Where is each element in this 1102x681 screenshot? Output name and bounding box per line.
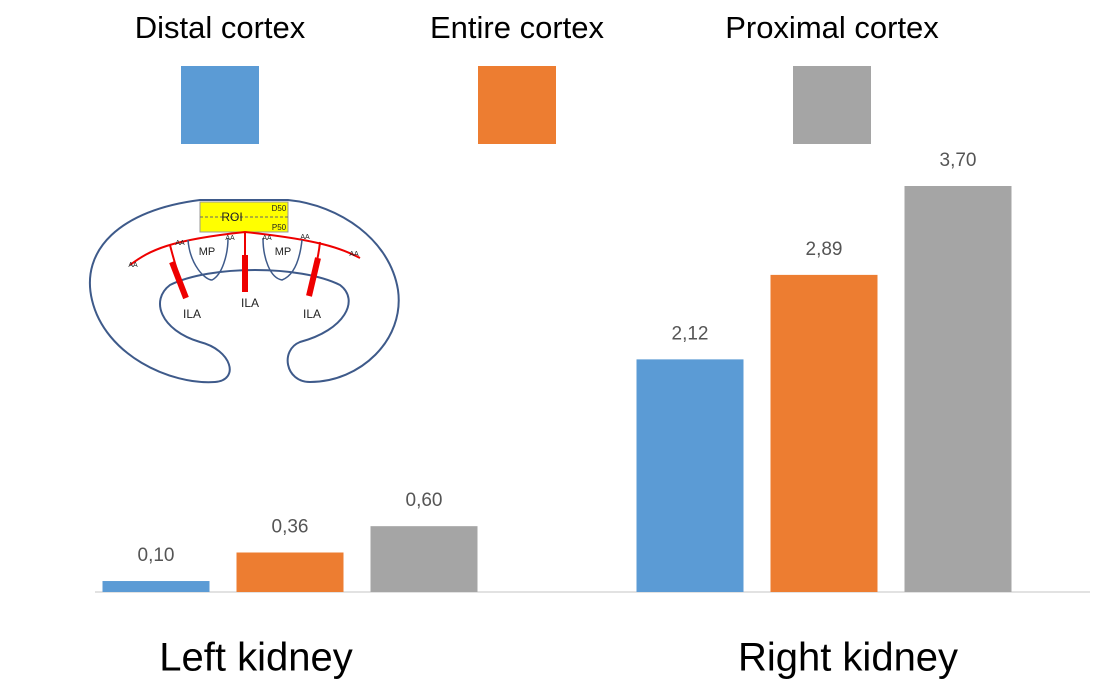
value-label: 3,70 bbox=[940, 150, 977, 171]
legend-swatch bbox=[793, 66, 871, 144]
value-label: 0,36 bbox=[272, 517, 309, 538]
category-label: Left kidney bbox=[159, 636, 352, 680]
value-label: 0,10 bbox=[138, 545, 175, 566]
diagram-label: ROI bbox=[221, 210, 242, 224]
diagram-label: ILA bbox=[183, 307, 201, 321]
legend-swatch bbox=[181, 66, 259, 144]
kidney-diagram: ROI D50 P50 AA AA AA AA AA AA MP MP ILA … bbox=[90, 200, 399, 382]
bar bbox=[771, 275, 878, 592]
diagram-label: MP bbox=[275, 246, 292, 258]
diagram-label: AA bbox=[349, 251, 359, 258]
value-label: 2,12 bbox=[672, 323, 709, 344]
bar bbox=[905, 186, 1012, 592]
diagram-label: P50 bbox=[272, 223, 287, 232]
bar bbox=[637, 359, 744, 592]
legend-swatch bbox=[478, 66, 556, 144]
diagram-label: ILA bbox=[303, 307, 321, 321]
legend-label: Entire cortex bbox=[430, 10, 605, 45]
diagram-label: MP bbox=[199, 246, 216, 258]
diagram-label: ILA bbox=[241, 296, 259, 310]
bar bbox=[371, 526, 478, 592]
bar bbox=[103, 581, 210, 592]
legend-label: Proximal cortex bbox=[725, 10, 939, 45]
diagram-label: AA bbox=[300, 234, 310, 241]
legend-label: Distal cortex bbox=[135, 10, 306, 45]
chart: ROI D50 P50 AA AA AA AA AA AA MP MP ILA … bbox=[0, 0, 1102, 681]
diagram-label: D50 bbox=[272, 204, 287, 213]
diagram-label: AA bbox=[262, 235, 272, 242]
diagram-label: AA bbox=[225, 235, 235, 242]
diagram-label: AA bbox=[128, 262, 138, 269]
value-label: 0,60 bbox=[406, 490, 443, 511]
bar bbox=[237, 552, 344, 592]
diagram-label: AA bbox=[175, 240, 185, 247]
category-label: Right kidney bbox=[738, 636, 958, 680]
value-label: 2,89 bbox=[806, 239, 843, 260]
